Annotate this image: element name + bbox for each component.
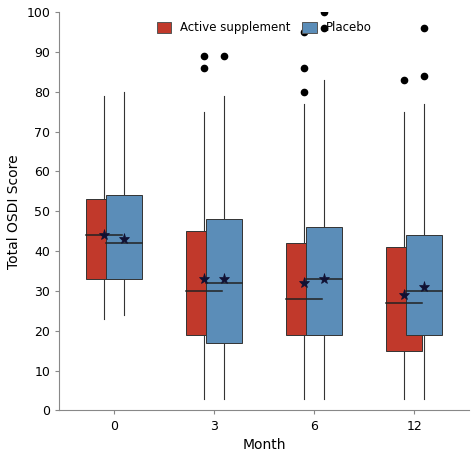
X-axis label: Month: Month	[242, 438, 286, 452]
Bar	[86, 199, 122, 279]
Bar	[406, 235, 442, 335]
Bar	[206, 219, 242, 343]
Bar	[386, 247, 422, 351]
Bar	[186, 231, 222, 335]
Bar	[306, 227, 342, 335]
Bar	[286, 243, 322, 335]
Y-axis label: Total OSDI Score: Total OSDI Score	[7, 154, 21, 269]
Bar	[106, 195, 142, 279]
Legend: Active supplement, Placebo: Active supplement, Placebo	[153, 18, 376, 38]
